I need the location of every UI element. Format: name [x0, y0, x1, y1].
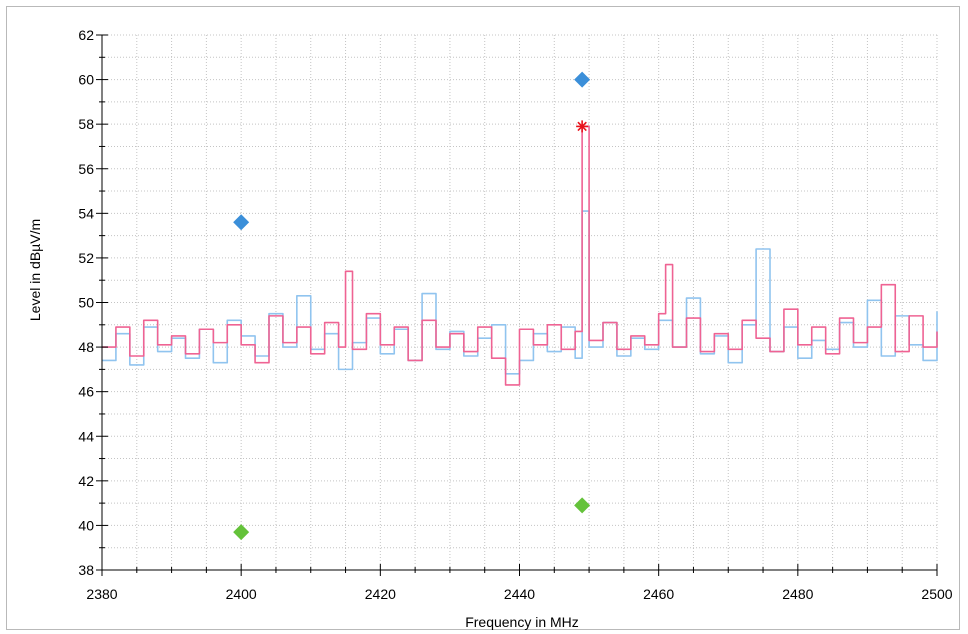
y-tick-label: 58 [78, 116, 94, 132]
y-tick-label: 44 [78, 428, 94, 444]
diamond-marker [233, 524, 250, 541]
y-tick-label: 56 [78, 161, 94, 177]
diamond-marker [574, 497, 591, 514]
tick-labels: 38 40 42 44 46 48 50 52 54 56 58 60 62 2380 2400 2420 24… [78, 27, 952, 602]
y-tick-label: 52 [78, 250, 94, 266]
grid [101, 34, 938, 571]
diamond-marker [233, 214, 250, 231]
y-tick-label: 54 [78, 205, 94, 221]
x-tick-label: 2400 [226, 586, 257, 602]
x-axis-title: Frequency in MHz [465, 614, 579, 630]
y-tick-label: 48 [78, 339, 94, 355]
x-tick-label: 2440 [504, 586, 535, 602]
x-tick-label: 2480 [782, 586, 813, 602]
series-1-trace [102, 210, 938, 375]
y-tick-label: 62 [78, 27, 94, 43]
axes [96, 34, 938, 576]
y-tick-label: 40 [78, 517, 94, 533]
y-axis-title: Level in dBµV/m [27, 219, 43, 321]
diamond-marker [574, 71, 591, 88]
y-tick-label: 46 [78, 384, 94, 400]
y-tick-label: 50 [78, 295, 94, 311]
asterisk-marker [576, 120, 589, 133]
series-2-trace [102, 125, 938, 386]
x-tick-label: 2500 [921, 586, 952, 602]
x-tick-label: 2380 [86, 586, 117, 602]
y-tick-label: 38 [78, 562, 94, 578]
series-layer [102, 125, 938, 386]
chart-frame [6, 6, 960, 630]
x-tick-label: 2460 [643, 586, 674, 602]
asterisk-stroke [577, 121, 587, 132]
x-tick-label: 2420 [365, 586, 396, 602]
markers-layer [233, 71, 591, 541]
y-tick-label: 60 [78, 72, 94, 88]
y-tick-label: 42 [78, 473, 94, 489]
